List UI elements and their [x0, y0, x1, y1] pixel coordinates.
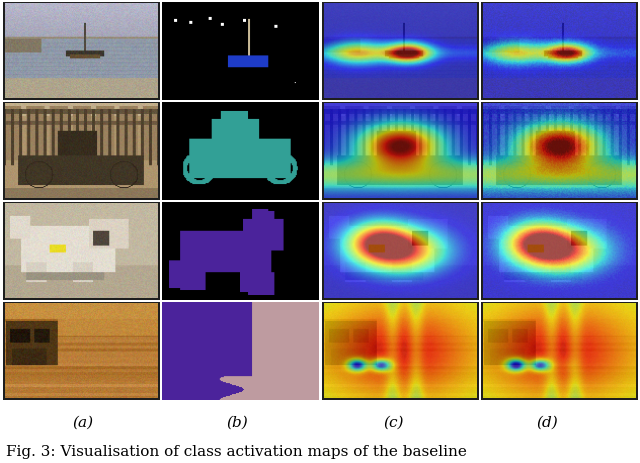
Text: (a): (a) [72, 415, 94, 429]
Text: Fig. 3: Visualisation of class activation maps of the baseline: Fig. 3: Visualisation of class activatio… [6, 445, 467, 459]
Text: (d): (d) [536, 415, 558, 429]
Text: (c): (c) [383, 415, 404, 429]
Text: (b): (b) [226, 415, 248, 429]
